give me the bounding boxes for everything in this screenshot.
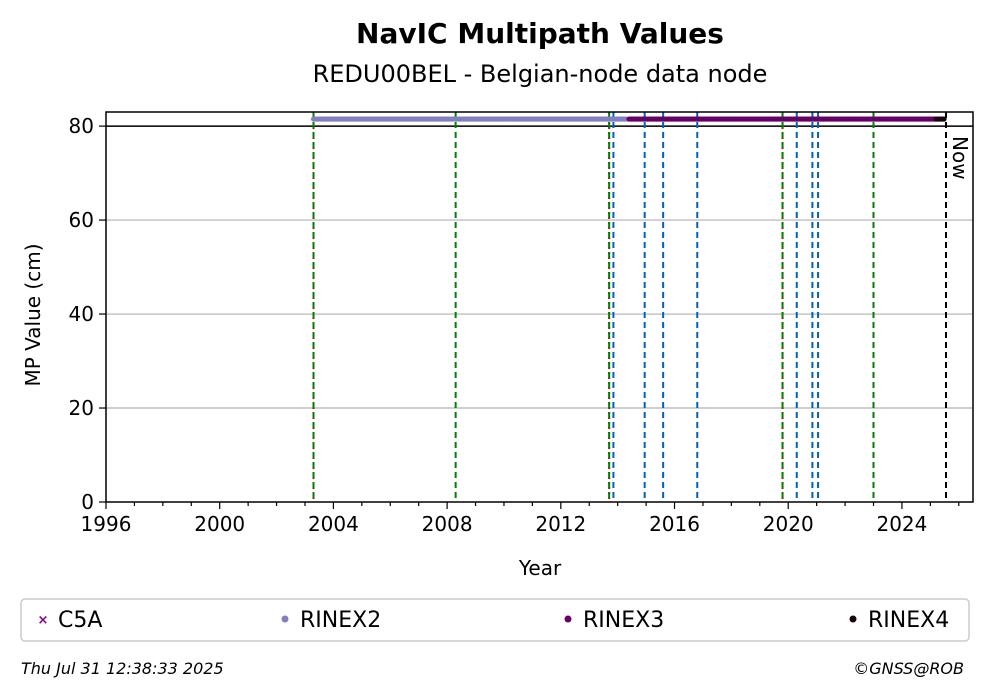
- footer-credit: ©GNSS@ROB: [853, 659, 964, 678]
- data-points: [310, 116, 947, 122]
- legend: × C5A RINEX2 RINEX3 RINEX4: [38, 608, 950, 633]
- y-axis-label: MP Value (cm): [21, 243, 45, 386]
- legend-marker-dot: [281, 615, 289, 623]
- x-axis-ticks: 1996 2000 2004 2008 2012 2016 2020 2024: [81, 502, 960, 536]
- grid-layer: [106, 125, 973, 409]
- legend-label: RINEX3: [583, 608, 664, 633]
- x-tick-label: 2012: [535, 512, 586, 536]
- plot-frame: [105, 111, 974, 503]
- data-point: [941, 116, 947, 122]
- y-tick-label: 0: [81, 490, 94, 514]
- y-tick-label: 40: [69, 302, 94, 326]
- legend-box: [20, 598, 970, 642]
- x-tick-label: 2024: [876, 512, 927, 536]
- x-axis-label: Year: [518, 556, 562, 580]
- event-lines: [312, 112, 947, 502]
- legend-label: C5A: [58, 608, 102, 633]
- legend-label: RINEX4: [868, 608, 949, 633]
- legend-marker-x: ×: [38, 613, 49, 628]
- chart-title: NavIC Multipath Values: [356, 17, 724, 50]
- legend-label: RINEX2: [300, 608, 381, 633]
- x-tick-label: 2004: [308, 512, 359, 536]
- x-tick-label: 2016: [649, 512, 700, 536]
- y-tick-label: 60: [69, 208, 94, 232]
- x-tick-label: 2000: [194, 512, 245, 536]
- y-tick-label: 20: [69, 396, 94, 420]
- legend-marker-dot: [564, 615, 572, 623]
- y-axis-ticks: 0 20 40 60 80: [69, 114, 106, 514]
- x-tick-label: 2020: [763, 512, 814, 536]
- x-tick-label: 2008: [422, 512, 473, 536]
- x-tick-label: 1996: [81, 512, 132, 536]
- chart-subtitle: REDU00BEL - Belgian-node data node: [313, 60, 768, 88]
- footer-timestamp: Thu Jul 31 12:38:33 2025: [21, 659, 224, 678]
- y-tick-label: 80: [69, 114, 94, 138]
- now-label: Now: [948, 136, 972, 180]
- legend-marker-dot: [849, 615, 857, 623]
